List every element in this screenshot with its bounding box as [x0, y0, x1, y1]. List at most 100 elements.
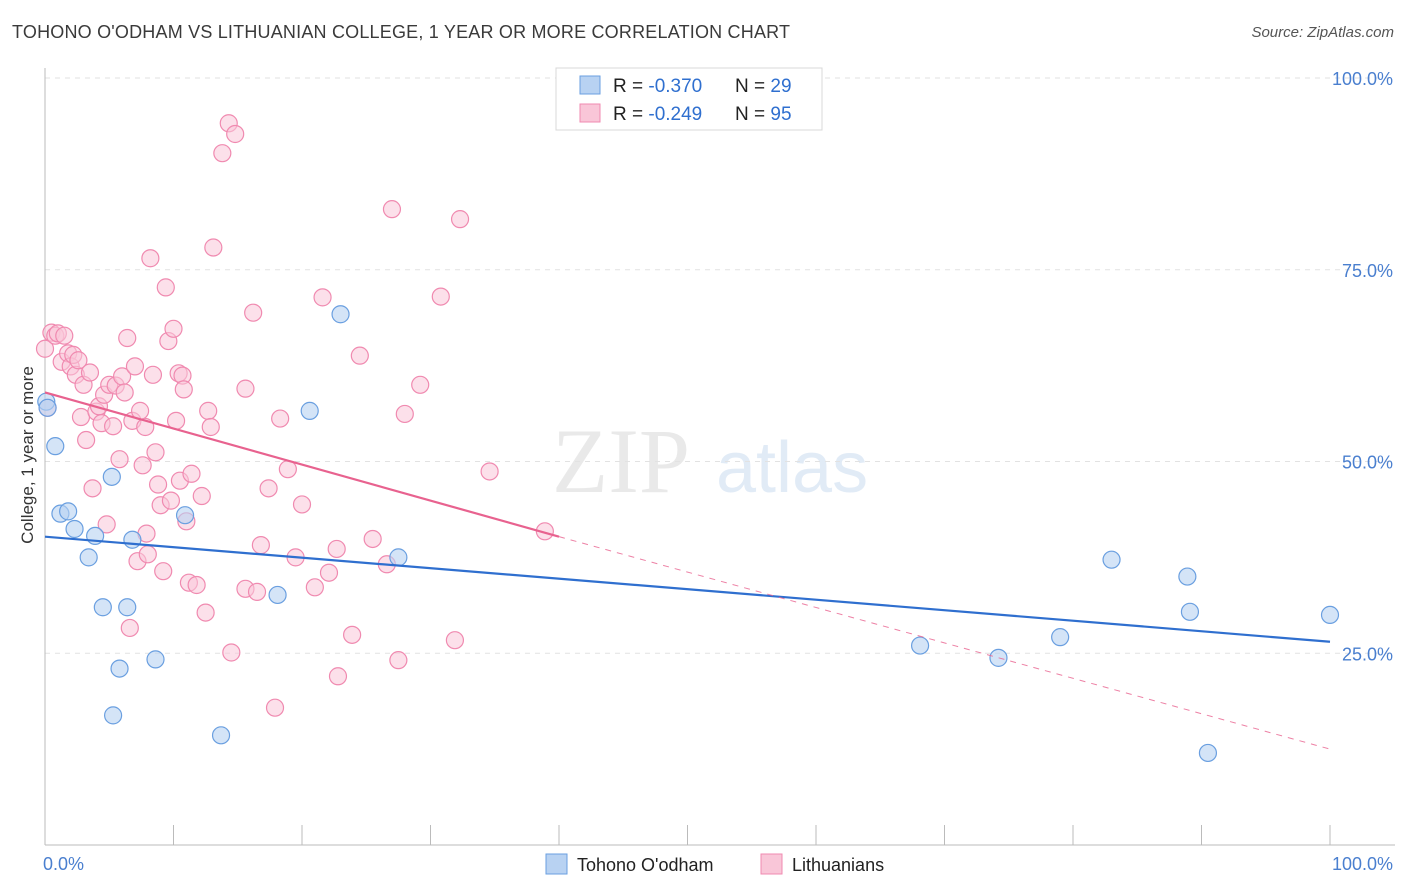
lithuanians-point-47 [164, 319, 183, 338]
lithuanians-point-90 [431, 287, 450, 306]
lithuanians-point-64 [222, 643, 241, 662]
watermark-atlas: atlas [716, 428, 868, 508]
lithuanians-point-60 [201, 417, 220, 437]
lithuanians-point-81 [328, 667, 348, 686]
tick-labels: 25.0% 50.0% 75.0% 100.0% 0.0% 100.0% [43, 69, 1393, 874]
tohono-point-17 [300, 401, 319, 420]
stats-n-label-1: N = [735, 76, 770, 97]
lithuanians-trend-line [44, 391, 560, 538]
lithuanians-point-92 [450, 210, 470, 229]
y-axis-label: College, 1 year or more [18, 366, 37, 544]
lithuanians-point-84 [363, 529, 382, 549]
lithuanians-point-91 [445, 631, 465, 650]
lithuanians-point-41 [148, 475, 168, 494]
grid-lines [45, 77, 1395, 654]
lithuanians-point-69 [247, 582, 267, 601]
trend-lines [44, 391, 1331, 750]
tohono-point-7 [93, 598, 112, 617]
lithuanians-point-37 [138, 545, 157, 564]
lithuanians-point-76 [292, 495, 312, 514]
tohono-point-13 [146, 650, 165, 669]
tohono-point-28 [38, 398, 57, 417]
lithuanians-point-88 [395, 404, 414, 424]
tohono-point-4 [65, 519, 84, 539]
stats-legend-pink-swatch [579, 103, 601, 123]
tohono-point-25 [1180, 602, 1200, 621]
chart-title: TOHONO O'ODHAM VS LITHUANIAN COLLEGE, 1 … [12, 22, 791, 42]
y-tick-label-0: 25.0% [1342, 644, 1393, 664]
lithuanians-point-39 [143, 365, 163, 384]
legend-swatch-lithuanians [760, 853, 783, 875]
tohono-point-5 [79, 548, 98, 567]
lithuanians-point-6 [55, 326, 74, 345]
x-tick-label-1: 100.0% [1332, 854, 1393, 874]
lithuanians-point-34 [133, 456, 152, 475]
stats-legend: R = -0.370 N = 29 R = -0.249 N = 95 [555, 67, 823, 131]
lithuanians-point-66 [236, 379, 255, 398]
lithuanians-point-89 [411, 375, 430, 394]
tohono-point-8 [102, 467, 121, 486]
lithuanians-point-15 [80, 363, 100, 382]
lithuanians-point-62 [213, 144, 232, 163]
x-tick-label-0: 0.0% [43, 854, 84, 874]
lithuanians-point-72 [265, 698, 285, 717]
lithuanians-point-14 [77, 430, 96, 450]
axes [44, 68, 1395, 846]
lithuanians-point-21 [97, 515, 116, 534]
legend-label-lithuanians: Lithuanians [792, 855, 884, 875]
source-label: Source: ZipAtlas.com [1251, 24, 1394, 41]
lithuanians-point-29 [120, 618, 139, 638]
series-tohono-points [37, 305, 1340, 763]
tohono-point-1 [46, 437, 65, 456]
svg-text:R = -0.249: R = -0.249 [613, 104, 702, 125]
tohono-point-15 [211, 726, 231, 745]
stats-n-value-1: 29 [770, 76, 791, 97]
y-tick-label-2: 75.0% [1342, 261, 1393, 281]
series-legend: Tohono O'odham Lithuanians [545, 853, 884, 875]
tohono-point-23 [1102, 550, 1121, 569]
tohono-trend-line [44, 535, 1331, 643]
svg-text:N = 95: N = 95 [735, 104, 792, 125]
lithuanians-point-73 [271, 409, 290, 428]
lithuanians-point-70 [251, 536, 270, 555]
lithuanians-point-11 [69, 351, 88, 370]
tohono-point-21 [989, 648, 1008, 667]
lithuanians-point-87 [389, 651, 408, 670]
lithuanians-point-57 [192, 486, 211, 506]
y-tick-label-1: 50.0% [1342, 453, 1393, 473]
lithuanians-point-71 [259, 479, 278, 498]
lithuanians-point-58 [196, 603, 215, 622]
tohono-point-16 [268, 585, 287, 605]
lithuanians-point-16 [83, 479, 102, 498]
tohono-point-19 [389, 548, 408, 567]
lithuanians-point-52 [174, 380, 193, 399]
lithuanians-point-43 [154, 562, 173, 581]
tohono-point-9 [104, 706, 123, 725]
lithuanians-point-27 [115, 383, 134, 402]
lithuanians-trend-extension [558, 536, 1331, 750]
tohono-point-26 [1198, 743, 1218, 763]
tohono-point-12 [123, 530, 142, 549]
lithuanians-point-46 [161, 491, 181, 510]
stats-r-label-2: R = [613, 104, 648, 125]
lithuanians-point-65 [226, 124, 245, 144]
lithuanians-point-79 [319, 563, 339, 582]
lithuanians-point-0 [35, 339, 55, 358]
lithuanians-point-25 [110, 450, 129, 469]
lithuanians-point-59 [199, 401, 218, 420]
svg-text:N = 29: N = 29 [735, 76, 792, 97]
stats-n-label-2: N = [735, 104, 770, 125]
lithuanians-point-56 [187, 575, 206, 595]
stats-r-label-1: R = [613, 76, 648, 97]
lithuanians-point-12 [71, 407, 91, 427]
lithuanians-point-82 [343, 625, 362, 644]
lithuanians-point-61 [204, 238, 223, 257]
lithuanians-point-86 [382, 200, 402, 219]
tohono-point-14 [175, 506, 195, 525]
tohono-point-24 [1178, 567, 1197, 586]
lithuanians-point-78 [313, 288, 332, 307]
lithuanians-point-77 [305, 578, 324, 597]
lithuanians-point-55 [182, 464, 201, 483]
lithuanians-point-83 [350, 346, 369, 365]
